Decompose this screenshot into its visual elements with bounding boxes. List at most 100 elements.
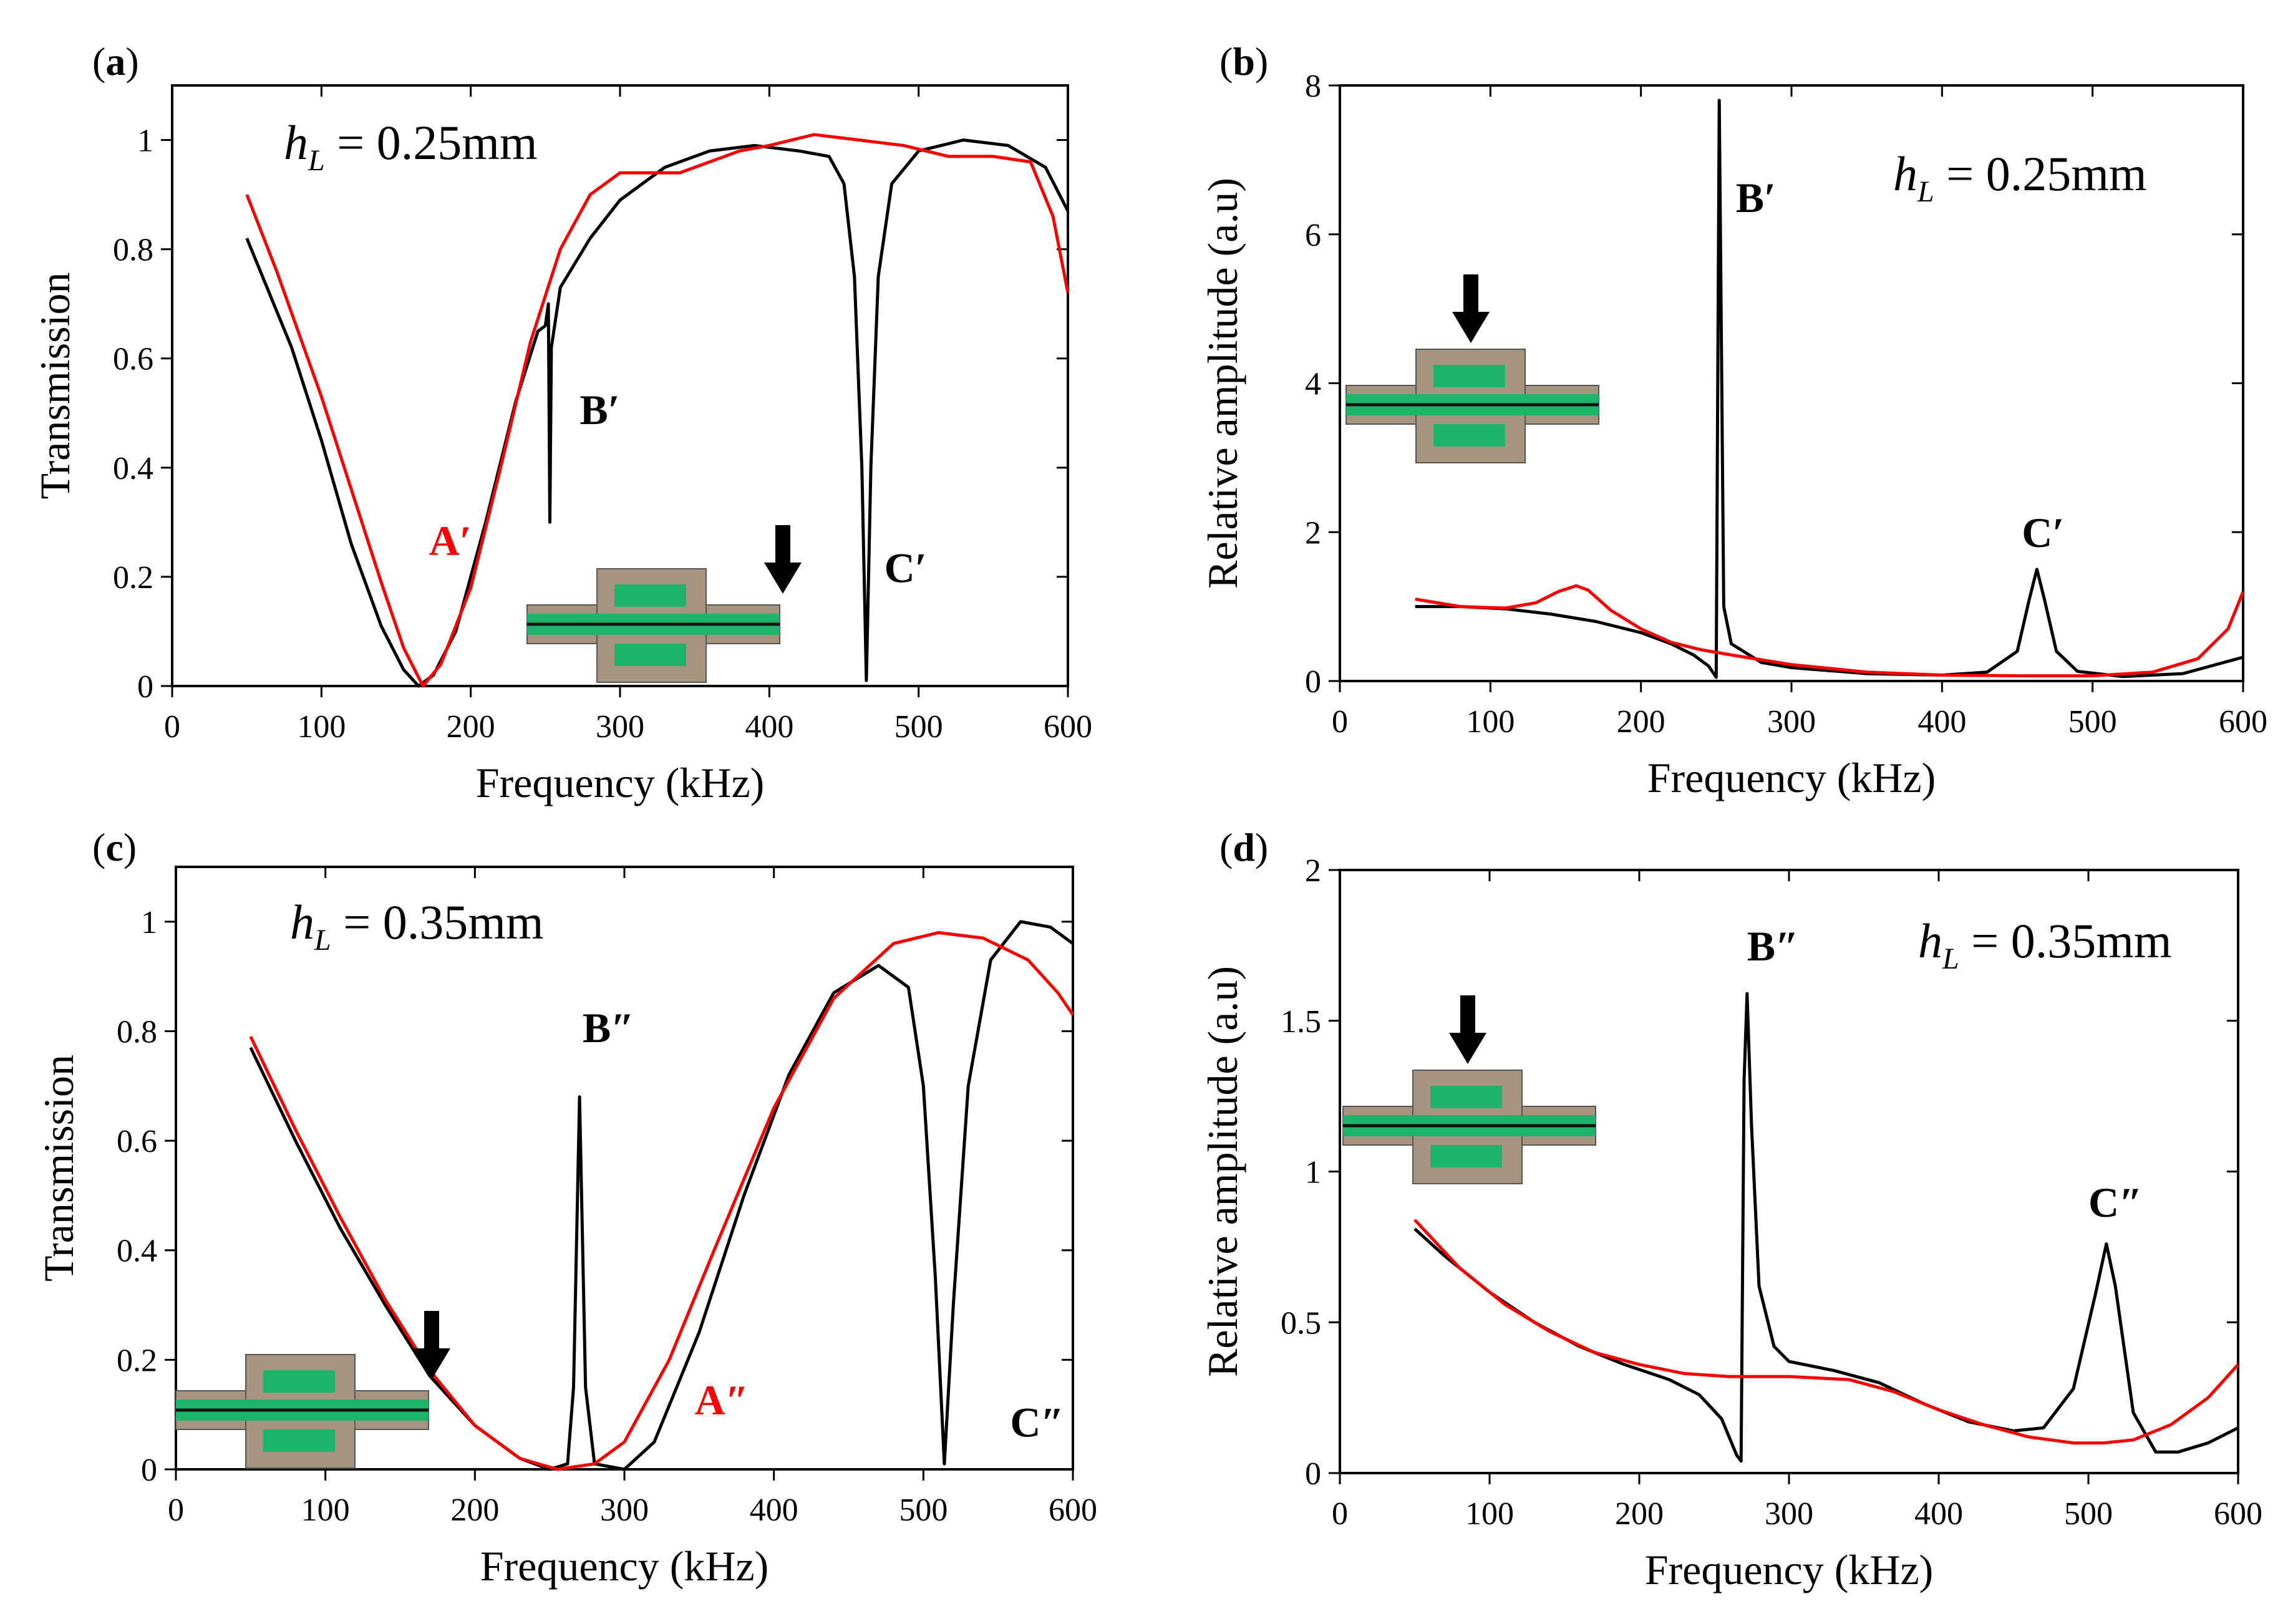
y-tick-label: 4 bbox=[1305, 367, 1321, 402]
y-tick-label: 0.4 bbox=[113, 451, 153, 486]
inset-arrow-icon bbox=[413, 1311, 450, 1380]
y-tick-label: 0.6 bbox=[117, 1124, 157, 1159]
x-tick-label: 600 bbox=[1044, 709, 1092, 745]
x-tick-label: 200 bbox=[1617, 704, 1665, 740]
series-line-black bbox=[249, 920, 1074, 1471]
x-tick-label: 100 bbox=[1466, 704, 1515, 740]
panel-label: (c) bbox=[92, 825, 137, 869]
panel-label: (b) bbox=[1219, 39, 1268, 84]
inset-bottom-core bbox=[614, 644, 686, 666]
y-axis-label: Relative amplitude (a.u) bbox=[1199, 178, 1246, 589]
inset-arrow-icon bbox=[764, 525, 802, 594]
inset-schematic bbox=[175, 1311, 450, 1469]
x-tick-label: 300 bbox=[1765, 1496, 1813, 1532]
inset-top-core bbox=[1430, 1086, 1502, 1108]
x-tick-label: 400 bbox=[1917, 704, 1966, 740]
peak-label: C″ bbox=[1010, 1398, 1064, 1446]
x-tick-label: 600 bbox=[2214, 1496, 2262, 1532]
x-tick-label: 400 bbox=[750, 1492, 798, 1528]
y-axis-label: Relative amplitude (a.u) bbox=[1199, 966, 1246, 1377]
inset-arrow-icon bbox=[1452, 274, 1490, 343]
x-axis-label: Frequency (kHz) bbox=[1645, 1546, 1934, 1593]
series-line-red bbox=[1413, 1219, 2239, 1445]
y-tick-label: 0 bbox=[1305, 1456, 1321, 1492]
x-tick-label: 500 bbox=[899, 1492, 948, 1528]
panel-label: (a) bbox=[92, 39, 139, 84]
chart-panel-c: 0 100 200 300 400 500 600 0 0.2 0.4 0.6 0.8 1 Frequen… bbox=[35, 825, 1097, 1590]
y-tick-label: 6 bbox=[1305, 218, 1321, 253]
inset-top-core bbox=[1433, 365, 1505, 387]
chart-panel-b: 0 100 200 300 400 500 600 0 2 4 6 8 Frequency (kHz) R… bbox=[1199, 39, 2267, 801]
x-tick-label: 600 bbox=[1049, 1492, 1097, 1528]
thickness-annotation: hL = 0.35mm bbox=[290, 895, 544, 957]
y-tick-label: 1.5 bbox=[1281, 1004, 1321, 1040]
x-tick-label: 200 bbox=[447, 709, 495, 745]
inset-arrow-icon bbox=[1449, 995, 1486, 1064]
thickness-annotation: hL = 0.25mm bbox=[284, 115, 538, 177]
x-axis-label: Frequency (kHz) bbox=[1647, 754, 1936, 801]
y-tick-label: 0.4 bbox=[117, 1234, 157, 1269]
y-tick-label: 0 bbox=[141, 1452, 157, 1488]
thickness-annotation: hL = 0.35mm bbox=[1918, 914, 2172, 975]
y-tick-label: 0.8 bbox=[117, 1014, 157, 1050]
x-tick-label: 0 bbox=[1332, 704, 1348, 740]
inset-schematic bbox=[1345, 274, 1599, 463]
peak-label: A′ bbox=[429, 517, 472, 564]
x-tick-label: 100 bbox=[1465, 1496, 1514, 1532]
x-tick-label: 100 bbox=[301, 1492, 350, 1528]
inset-top-core bbox=[263, 1370, 335, 1393]
y-axis-label: Transmission bbox=[35, 1055, 82, 1282]
x-axis-label: Frequency (kHz) bbox=[476, 759, 765, 806]
peak-label: A″ bbox=[695, 1376, 749, 1424]
x-axis-label: Frequency (kHz) bbox=[480, 1542, 769, 1590]
y-tick-label: 0.6 bbox=[113, 342, 153, 377]
inset-bottom-core bbox=[263, 1429, 335, 1452]
x-tick-label: 0 bbox=[168, 1492, 184, 1528]
y-tick-label: 0.2 bbox=[113, 560, 153, 596]
chart-panel-a: 0 100 200 300 400 500 600 0 0.2 0.4 0.6 0.8 1 Frequen… bbox=[31, 39, 1092, 806]
x-tick-label: 500 bbox=[2064, 1496, 2113, 1532]
peak-label: B′ bbox=[579, 386, 619, 433]
series-line-black bbox=[245, 138, 1070, 688]
peak-label: B′ bbox=[1736, 174, 1776, 221]
y-tick-label: 0 bbox=[137, 669, 153, 705]
inset-schematic bbox=[1342, 995, 1596, 1184]
inset-bottom-core bbox=[1430, 1145, 1502, 1167]
y-tick-label: 8 bbox=[1305, 69, 1321, 104]
y-tick-label: 2 bbox=[1305, 853, 1321, 889]
x-tick-label: 0 bbox=[1332, 1496, 1348, 1532]
chart-panel-d: 0 100 200 300 400 500 600 0 0.5 1 1.5 2 Frequency (k… bbox=[1199, 825, 2262, 1593]
y-tick-label: 0 bbox=[1305, 664, 1321, 700]
x-tick-label: 0 bbox=[164, 709, 180, 745]
y-tick-label: 0.5 bbox=[1281, 1305, 1321, 1341]
series-line-black bbox=[1415, 99, 2244, 679]
x-tick-label: 500 bbox=[894, 709, 943, 745]
x-tick-label: 300 bbox=[1767, 704, 1816, 740]
y-tick-label: 1 bbox=[137, 123, 153, 159]
x-tick-label: 200 bbox=[1615, 1496, 1664, 1532]
y-tick-label: 1 bbox=[1305, 1155, 1321, 1191]
series-line-black bbox=[1413, 992, 2239, 1463]
x-tick-label: 400 bbox=[1914, 1496, 1963, 1532]
thickness-annotation: hL = 0.25mm bbox=[1893, 147, 2147, 208]
x-tick-label: 400 bbox=[745, 709, 793, 745]
x-tick-label: 300 bbox=[600, 1492, 649, 1528]
y-tick-label: 0.2 bbox=[117, 1343, 157, 1378]
peak-label: B″ bbox=[1747, 922, 1799, 970]
peak-label: C″ bbox=[2088, 1179, 2143, 1226]
inset-schematic bbox=[526, 525, 802, 683]
series-line-red bbox=[245, 133, 1070, 688]
x-tick-label: 500 bbox=[2068, 704, 2117, 740]
panel-label: (d) bbox=[1219, 825, 1268, 869]
x-tick-label: 200 bbox=[450, 1492, 499, 1528]
peak-label: C′ bbox=[2022, 509, 2064, 556]
peak-label: C′ bbox=[885, 544, 927, 592]
y-tick-label: 0.8 bbox=[113, 233, 153, 268]
y-tick-label: 1 bbox=[141, 905, 157, 940]
inset-bottom-core bbox=[1433, 424, 1505, 447]
y-axis-label: Transmission bbox=[31, 272, 79, 499]
y-tick-label: 2 bbox=[1305, 515, 1321, 551]
x-tick-label: 100 bbox=[297, 709, 346, 745]
series-line-red bbox=[1415, 584, 2245, 678]
